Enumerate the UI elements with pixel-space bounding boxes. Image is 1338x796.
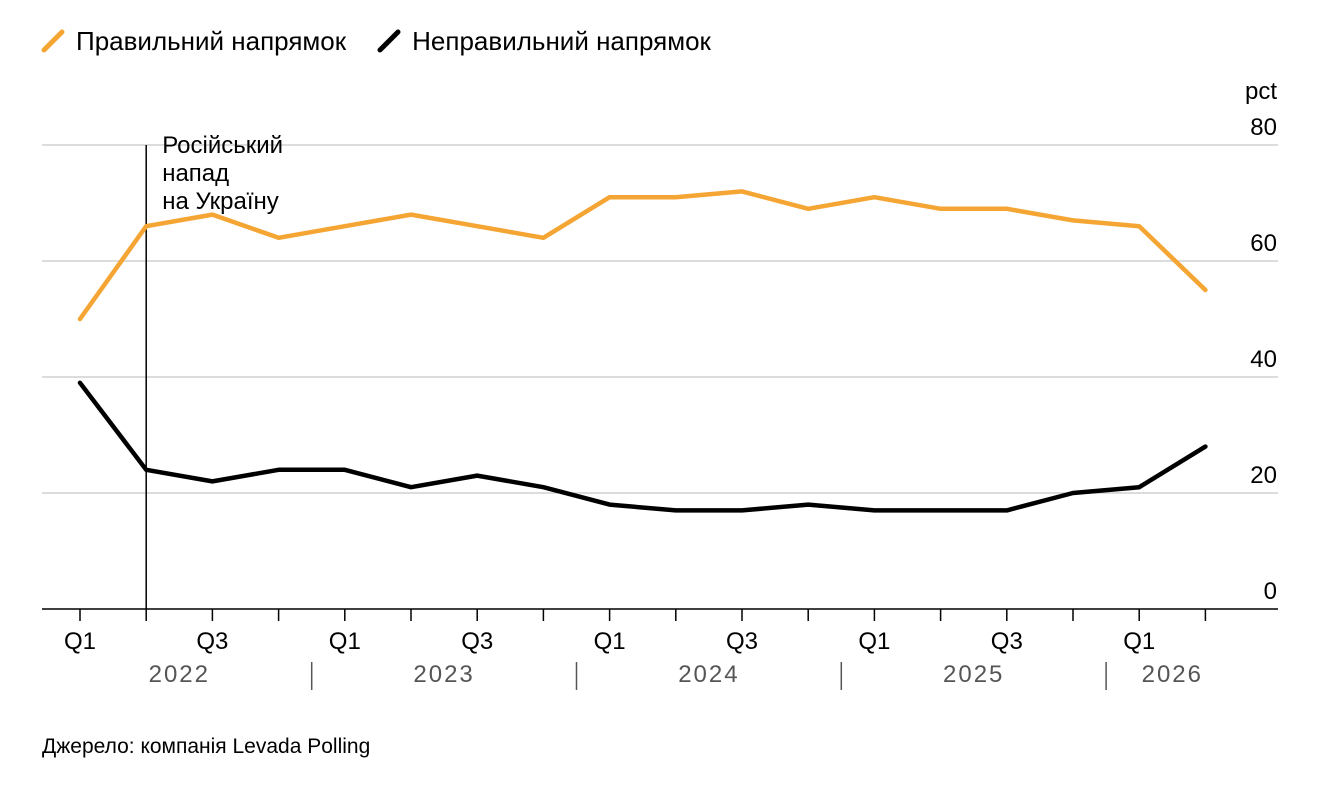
legend-label-wrong-direction: Неправильний напрямок <box>412 25 711 56</box>
x-tick-label: Q3 <box>461 628 493 655</box>
x-tick-label: Q3 <box>991 628 1023 655</box>
y-tick-label: 20 <box>1250 462 1277 489</box>
annotation-label: напад <box>162 160 229 187</box>
black-line-swatch-icon <box>377 29 401 53</box>
annotation-label: на Україну <box>162 188 279 215</box>
x-tick-label: Q1 <box>329 628 361 655</box>
line-chart: 0 20 40 60 80 pct Q1 Q3 Q1 Q3 Q1 Q3 Q1 Q3 Q1 2022 2023 20… <box>42 78 1278 690</box>
x-year-label: 2026 <box>1142 661 1203 688</box>
legend-item-wrong-direction: Неправильний напрямок <box>376 26 711 57</box>
annotation-label: Російський <box>162 132 283 159</box>
x-year-label: 2022 <box>149 661 210 688</box>
series-line-wrong-direction <box>77 380 1208 513</box>
x-year-label: 2025 <box>943 661 1004 688</box>
y-unit-label: pct <box>1245 78 1277 105</box>
y-tick-label: 60 <box>1250 230 1277 257</box>
x-year-label: 2023 <box>413 661 474 688</box>
orange-line-swatch-icon <box>41 29 65 53</box>
y-tick-label: 80 <box>1250 114 1277 141</box>
x-tick-label: Q1 <box>858 628 890 655</box>
x-tick-label: Q3 <box>196 628 228 655</box>
x-year-label: 2024 <box>678 661 739 688</box>
x-tick-label: Q1 <box>1123 628 1155 655</box>
legend-item-right-direction: Правильний напрямок <box>40 26 346 57</box>
source-note: Джерело: компанія Levada Polling <box>42 735 371 758</box>
series-line-right-direction <box>77 189 1208 322</box>
legend: Правильний напрямок Неправильний напрямо… <box>40 24 741 58</box>
x-tick-label: Q1 <box>64 628 96 655</box>
y-tick-label: 40 <box>1250 346 1277 373</box>
legend-label-right-direction: Правильний напрямок <box>76 25 347 56</box>
x-tick-label: Q1 <box>594 628 626 655</box>
y-tick-label: 0 <box>1264 578 1277 605</box>
x-tick-label: Q3 <box>726 628 758 655</box>
